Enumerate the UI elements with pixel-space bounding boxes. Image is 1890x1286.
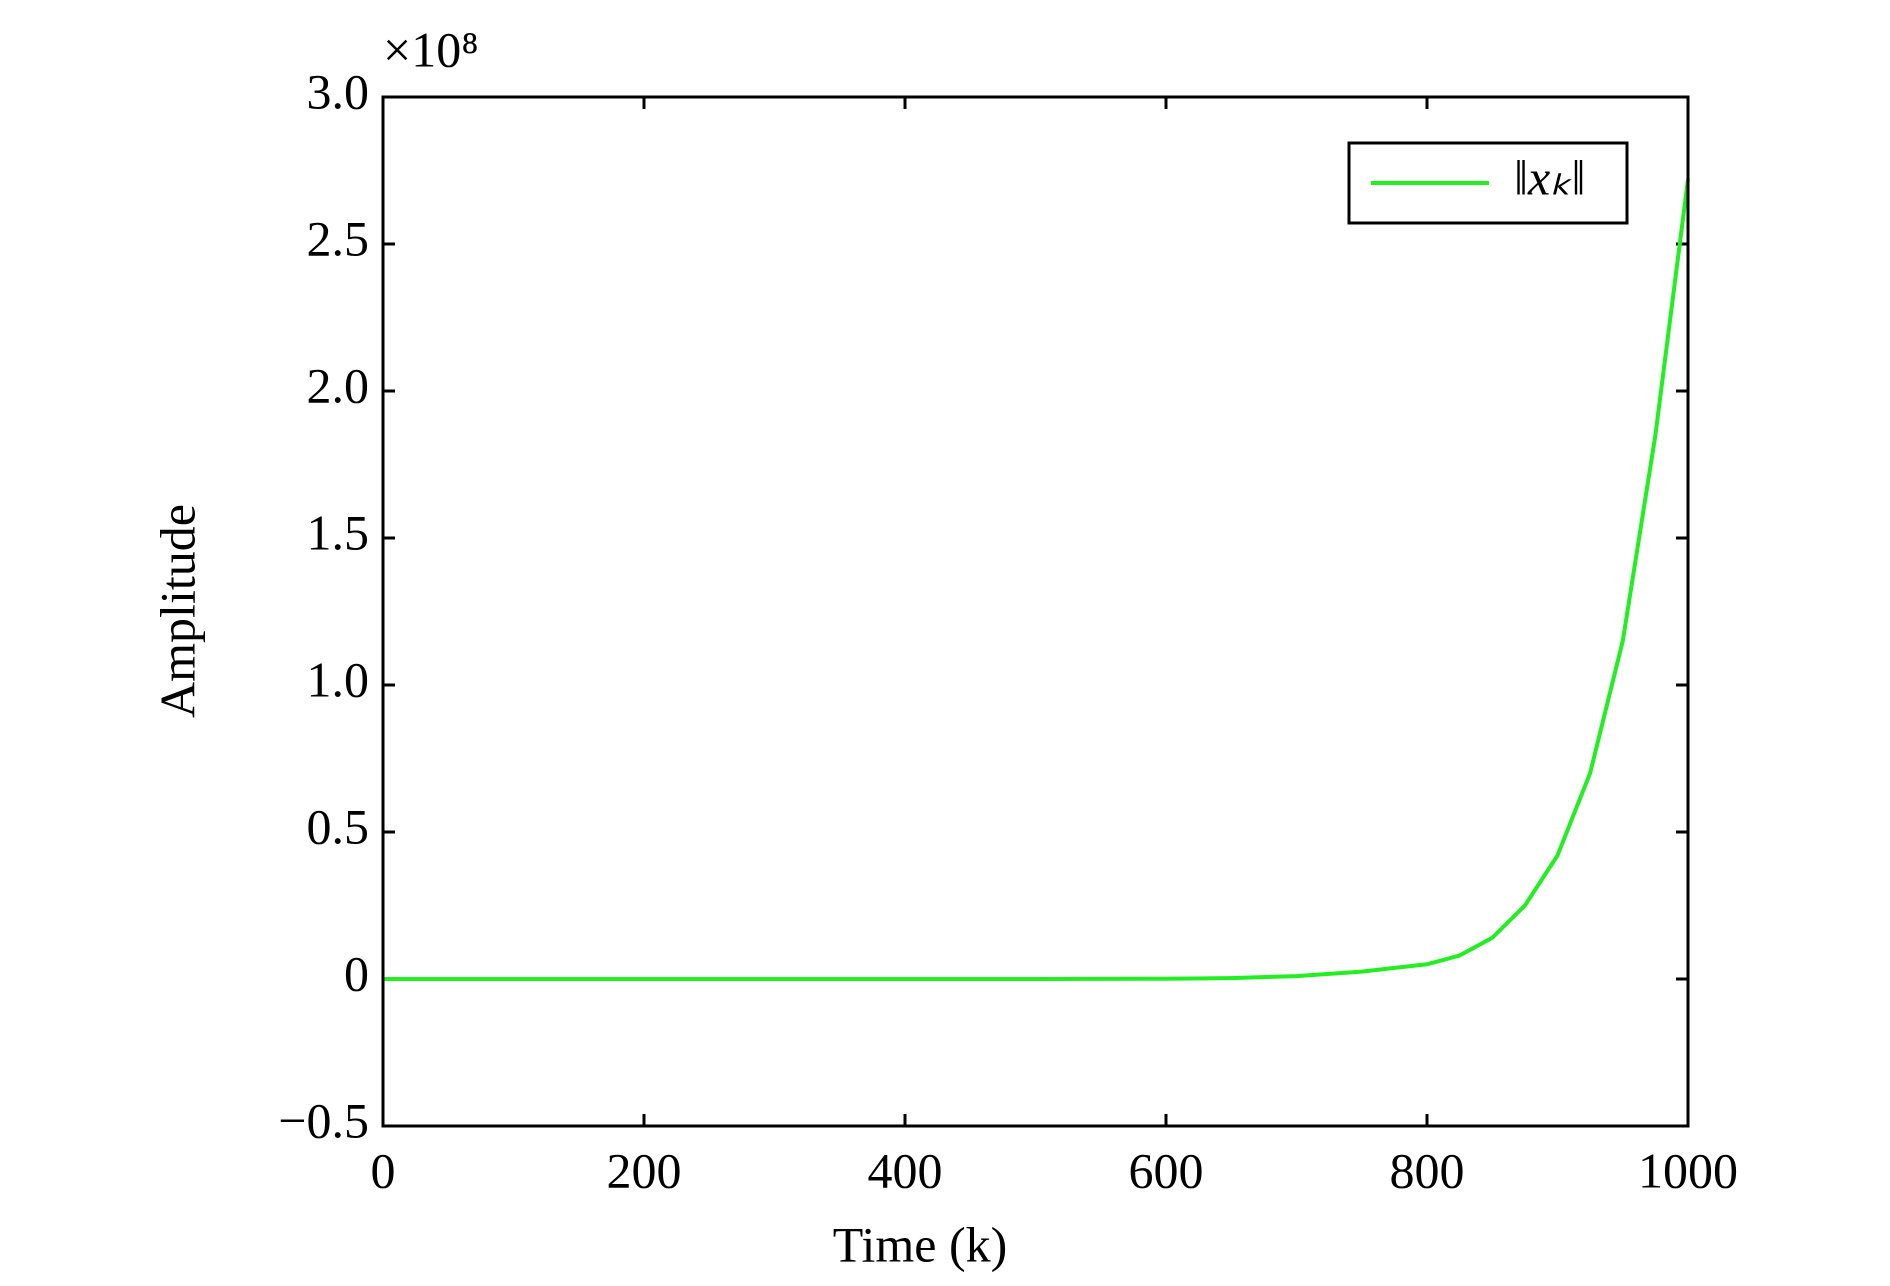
y-tick-label: 1.0 [307, 651, 370, 707]
x-tick-label: 600 [1129, 1142, 1204, 1198]
x-tick-label: 1000 [1638, 1142, 1738, 1198]
x-tick-label: 0 [371, 1142, 396, 1198]
legend-label: ‖xₖ‖ [1514, 149, 1586, 205]
y-tick-label: 3.0 [307, 63, 370, 119]
y-tick-label: 2.5 [307, 210, 370, 266]
y-tick-label: 0 [344, 945, 369, 1001]
x-tick-label: 800 [1390, 1142, 1465, 1198]
x-tick-label: 200 [607, 1142, 682, 1198]
x-tick-label: 400 [868, 1142, 943, 1198]
y-tick-label: 0.5 [307, 798, 370, 854]
data-line [383, 179, 1690, 981]
plot-frame [381, 95, 1690, 1128]
x-axis-label: Time (k) [833, 1216, 1008, 1272]
y-tick-label: 2.0 [307, 357, 370, 413]
y-axis-label: Amplitude [149, 504, 205, 718]
y-tick-label: −0.5 [278, 1092, 369, 1148]
y-multiplier: ×10⁸ [383, 21, 479, 77]
y-tick-label: 1.5 [307, 504, 370, 560]
